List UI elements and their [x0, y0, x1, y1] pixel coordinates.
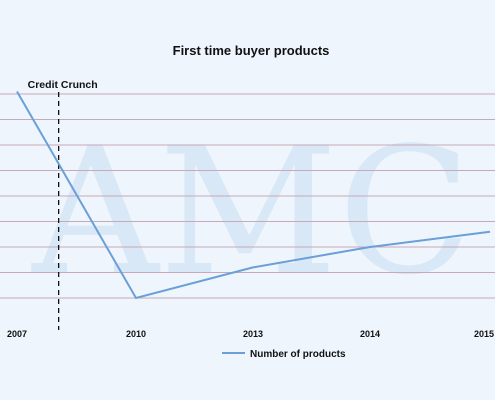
legend-label: Number of products	[250, 349, 346, 360]
x-tick-2015: 2015	[474, 329, 494, 339]
x-tick-2014: 2014	[360, 329, 380, 339]
x-tick-2007: 2007	[7, 329, 27, 339]
x-tick-2013: 2013	[243, 329, 263, 339]
credit-crunch-label: Credit Crunch	[28, 79, 98, 91]
gridlines	[0, 93, 495, 299]
legend: Number of products	[222, 349, 346, 360]
watermark: AMC	[30, 111, 471, 314]
x-tick-labels: 2007 2010 2013 2014 2015	[7, 329, 494, 339]
x-tick-2010: 2010	[126, 329, 146, 339]
chart-title: First time buyer products	[173, 43, 330, 58]
